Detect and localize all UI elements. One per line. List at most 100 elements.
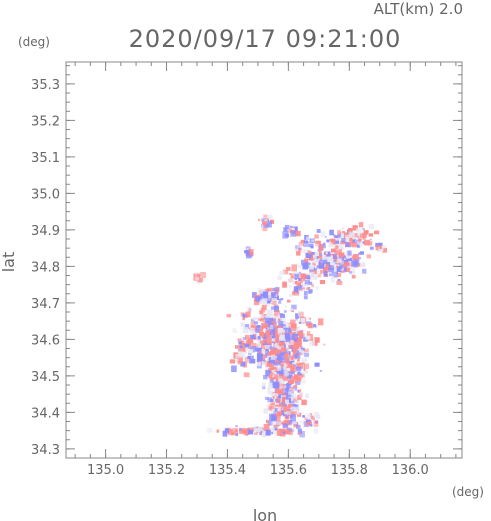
data-point	[308, 317, 311, 320]
data-point	[288, 324, 292, 327]
data-point	[279, 334, 285, 341]
data-point	[271, 420, 277, 426]
altitude-label: ALT(km) 2.0	[374, 0, 463, 18]
data-point	[334, 235, 338, 238]
data-point	[281, 347, 287, 352]
data-point	[324, 236, 327, 238]
data-point	[341, 237, 348, 244]
data-point	[296, 251, 301, 256]
data-point	[303, 337, 308, 342]
data-point	[263, 223, 268, 228]
data-point	[275, 428, 278, 431]
data-point	[300, 280, 304, 284]
data-point	[296, 230, 301, 237]
data-point	[272, 300, 277, 306]
data-point	[271, 370, 275, 374]
data-point	[278, 325, 282, 330]
data-point	[290, 229, 297, 237]
data-point	[306, 236, 310, 240]
x-axis-title: lon	[253, 506, 277, 521]
data-point	[351, 255, 356, 260]
data-point	[358, 256, 361, 260]
data-point	[316, 267, 323, 275]
data-point	[260, 307, 266, 313]
data-point	[273, 379, 276, 382]
data-point	[262, 385, 266, 390]
data-point	[275, 404, 280, 408]
data-point	[247, 355, 251, 359]
data-point	[297, 412, 302, 417]
data-point	[293, 406, 300, 412]
data-point	[307, 418, 311, 421]
data-point	[292, 362, 297, 367]
data-point	[340, 260, 344, 265]
data-point	[298, 349, 303, 353]
data-point	[283, 371, 288, 377]
data-point	[277, 345, 280, 348]
data-point	[265, 317, 271, 324]
data-point	[319, 280, 326, 285]
data-point	[335, 240, 339, 244]
data-point	[276, 349, 282, 354]
data-point	[293, 226, 298, 230]
data-point	[287, 393, 293, 398]
data-point	[308, 281, 313, 285]
data-point	[304, 352, 310, 357]
data-point	[336, 248, 342, 256]
data-point	[297, 370, 301, 374]
data-point	[342, 269, 345, 272]
data-point	[287, 411, 291, 416]
data-point	[323, 268, 327, 272]
data-point	[337, 234, 341, 238]
data-point	[290, 323, 297, 331]
data-point	[239, 429, 244, 434]
x-tick-label: 135.2	[148, 463, 185, 478]
data-point	[301, 347, 305, 351]
data-point	[336, 280, 343, 285]
data-point	[318, 318, 324, 326]
data-point	[244, 343, 250, 348]
data-point	[331, 248, 337, 253]
data-point	[283, 370, 286, 372]
data-point	[289, 430, 293, 436]
data-point	[311, 283, 314, 288]
data-point	[276, 328, 279, 331]
data-point	[257, 347, 262, 354]
data-point	[272, 333, 275, 336]
data-point	[271, 338, 276, 342]
data-point	[305, 252, 312, 258]
data-point	[378, 242, 383, 246]
data-point	[295, 351, 301, 359]
data-point	[307, 421, 313, 425]
data-point	[303, 295, 308, 300]
data-point	[274, 294, 278, 297]
data-point	[289, 360, 295, 365]
data-point	[315, 240, 321, 246]
data-point	[282, 352, 286, 355]
data-point	[303, 370, 308, 374]
data-point	[271, 431, 274, 435]
data-point	[278, 385, 283, 390]
data-point	[291, 304, 297, 310]
data-point	[250, 321, 256, 327]
data-point	[255, 296, 261, 302]
data-point	[317, 273, 322, 278]
data-point	[288, 390, 293, 395]
data-point	[295, 318, 298, 321]
data-point	[273, 424, 279, 428]
data-point	[274, 398, 278, 401]
data-point	[291, 264, 297, 272]
data-point	[237, 356, 243, 363]
data-point	[369, 238, 372, 241]
data-point	[245, 251, 250, 256]
data-point	[245, 351, 248, 354]
data-point	[303, 241, 309, 248]
y-tick-label: 34.9	[31, 224, 60, 239]
data-point	[240, 361, 246, 367]
data-point	[265, 352, 271, 358]
data-point	[295, 286, 299, 290]
data-point	[298, 373, 303, 380]
x-tick-label: 136.0	[392, 463, 429, 478]
data-point	[253, 429, 256, 433]
data-point	[246, 248, 249, 250]
